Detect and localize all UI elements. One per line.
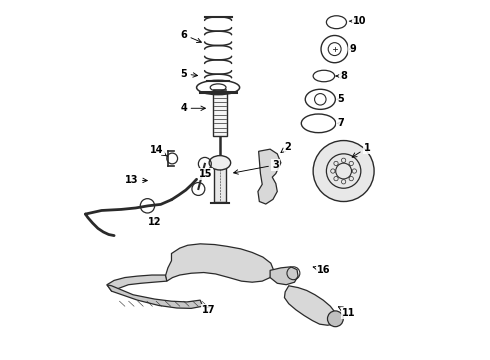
Text: 14: 14 bbox=[150, 144, 167, 156]
Text: 17: 17 bbox=[202, 305, 215, 315]
Text: 5: 5 bbox=[181, 69, 197, 79]
Text: 9: 9 bbox=[349, 44, 356, 54]
Text: 13: 13 bbox=[125, 175, 147, 185]
Polygon shape bbox=[258, 149, 281, 204]
Ellipse shape bbox=[327, 311, 343, 327]
Text: 5: 5 bbox=[337, 94, 344, 104]
Text: 10: 10 bbox=[349, 16, 367, 26]
Text: 11: 11 bbox=[339, 307, 356, 318]
Text: 6: 6 bbox=[181, 30, 201, 42]
Polygon shape bbox=[270, 267, 298, 285]
Text: 7: 7 bbox=[337, 118, 344, 128]
Text: 4: 4 bbox=[181, 103, 205, 113]
Polygon shape bbox=[166, 244, 274, 282]
Polygon shape bbox=[285, 286, 338, 325]
Polygon shape bbox=[107, 275, 167, 291]
Text: 15: 15 bbox=[199, 168, 212, 179]
FancyBboxPatch shape bbox=[214, 166, 226, 202]
Text: 2: 2 bbox=[281, 142, 292, 153]
Text: 12: 12 bbox=[148, 217, 161, 226]
FancyBboxPatch shape bbox=[213, 93, 227, 136]
Ellipse shape bbox=[313, 140, 374, 202]
Text: 3: 3 bbox=[234, 160, 279, 174]
Polygon shape bbox=[107, 285, 203, 309]
Ellipse shape bbox=[209, 156, 231, 170]
Text: 8: 8 bbox=[336, 71, 347, 81]
Text: 16: 16 bbox=[313, 265, 331, 275]
Text: 1: 1 bbox=[352, 143, 370, 157]
